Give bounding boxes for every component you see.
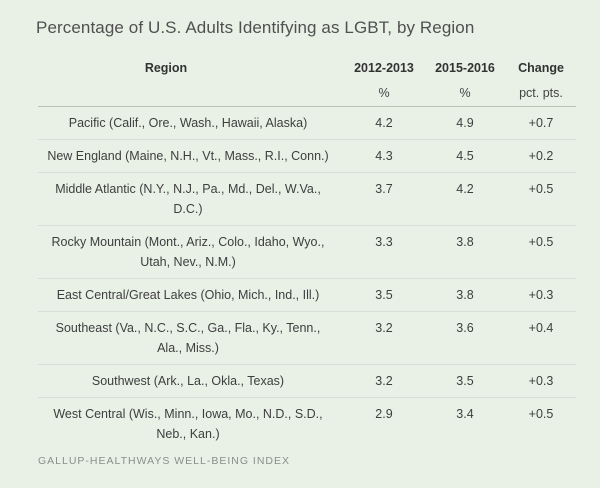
value-2012-2013-cell: 2.9 (344, 397, 424, 450)
table-row: Middle Atlantic (N.Y., N.J., Pa., Md., D… (38, 172, 576, 226)
change-cell: +0.3 (506, 364, 576, 398)
region-cell: Middle Atlantic (N.Y., N.J., Pa., Md., D… (38, 172, 344, 226)
change-cell: +0.4 (506, 311, 576, 365)
value-2012-2013-cell: 3.2 (344, 311, 424, 365)
value-2015-2016-cell: 3.4 (424, 397, 506, 450)
value-2015-2016-cell: 4.5 (424, 139, 506, 173)
table-row: Southwest (Ark., La., Okla., Texas) 3.2 3.… (38, 364, 576, 398)
header-row: Region 2012-2013 2015-2016 Change (38, 56, 576, 80)
value-2015-2016-cell: 3.8 (424, 278, 506, 312)
table-body: Pacific (Calif., Ore., Wash., Hawaii, Al… (38, 106, 576, 450)
change-cell: +0.5 (506, 225, 576, 279)
value-2015-2016-cell: 3.5 (424, 364, 506, 398)
table-row: Southeast (Va., N.C., S.C., Ga., Fla., K… (38, 311, 576, 365)
region-cell: Pacific (Calif., Ore., Wash., Hawaii, Al… (38, 106, 344, 140)
value-2015-2016-cell: 4.2 (424, 172, 506, 226)
region-cell: East Central/Great Lakes (Ohio, Mich., I… (38, 278, 344, 312)
unit-change: pct. pts. (519, 86, 563, 100)
region-cell: Rocky Mountain (Mont., Ariz., Colo., Ida… (38, 225, 344, 279)
value-2012-2013-cell: 4.2 (344, 106, 424, 140)
value-2015-2016-cell: 4.9 (424, 106, 506, 140)
chart-title: Percentage of U.S. Adults Identifying as… (36, 18, 475, 37)
value-2012-2013-cell: 4.3 (344, 139, 424, 173)
table-row: Rocky Mountain (Mont., Ariz., Colo., Ida… (38, 225, 576, 279)
value-2015-2016-cell: 3.8 (424, 225, 506, 279)
table-row: New England (Maine, N.H., Vt., Mass., R.… (38, 139, 576, 173)
region-cell: Southwest (Ark., La., Okla., Texas) (38, 364, 344, 398)
region-cell: New England (Maine, N.H., Vt., Mass., R.… (38, 139, 344, 173)
table-row: East Central/Great Lakes (Ohio, Mich., I… (38, 278, 576, 312)
change-cell: +0.3 (506, 278, 576, 312)
change-cell: +0.7 (506, 106, 576, 140)
change-cell: +0.5 (506, 397, 576, 450)
unit-region (38, 80, 344, 107)
column-header-change: Change (518, 61, 564, 75)
column-header-2015-2016: 2015-2016 (435, 61, 495, 75)
value-2012-2013-cell: 3.7 (344, 172, 424, 226)
table-row: Pacific (Calif., Ore., Wash., Hawaii, Al… (38, 106, 576, 140)
region-cell: Southeast (Va., N.C., S.C., Ga., Fla., K… (38, 311, 344, 365)
region-cell: West Central (Wis., Minn., Iowa, Mo., N.… (38, 397, 344, 450)
table-row: West Central (Wis., Minn., Iowa, Mo., N.… (38, 397, 576, 450)
units-row: % % pct. pts. (38, 80, 576, 107)
unit-2015-2016: % (459, 86, 471, 100)
value-2012-2013-cell: 3.3 (344, 225, 424, 279)
value-2015-2016-cell: 3.6 (424, 311, 506, 365)
source-note: GALLUP-HEALTHWAYS WELL-BEING INDEX (38, 455, 291, 467)
value-2012-2013-cell: 3.5 (344, 278, 424, 312)
change-cell: +0.2 (506, 139, 576, 173)
value-2012-2013-cell: 3.2 (344, 364, 424, 398)
change-cell: +0.5 (506, 172, 576, 226)
unit-2012-2013: % (378, 86, 390, 100)
column-header-2012-2013: 2012-2013 (354, 61, 414, 75)
column-header-region: Region (144, 61, 188, 75)
data-table: Region 2012-2013 2015-2016 Change % % pc… (38, 56, 576, 450)
